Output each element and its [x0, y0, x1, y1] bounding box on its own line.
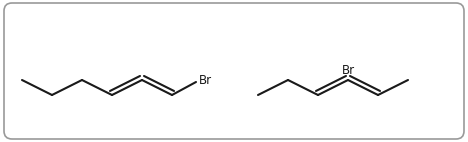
- FancyBboxPatch shape: [4, 3, 464, 139]
- Text: Br: Br: [342, 64, 355, 77]
- Text: Br: Br: [199, 75, 212, 87]
